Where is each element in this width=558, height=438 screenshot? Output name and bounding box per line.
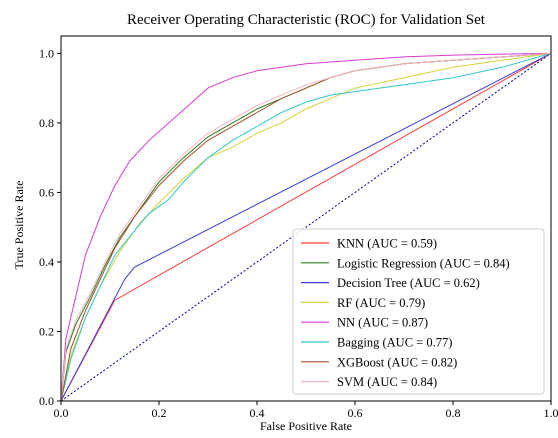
legend-label: Decision Tree (AUC = 0.62) (337, 276, 480, 290)
legend-box (292, 228, 545, 395)
x-tick-label: 0.6 (348, 406, 363, 420)
plot-area (60, 52, 552, 402)
y-tick-label: 1.0 (39, 46, 54, 60)
legend-label: RF (AUC = 0.79) (337, 296, 425, 310)
legend-label: XGBoost (AUC = 0.82) (337, 355, 457, 369)
x-tick-label: 0.4 (250, 406, 265, 420)
diagonal-reference-line (60, 52, 552, 402)
y-tick-label: 0.8 (39, 116, 54, 130)
x-axis-label: False Positive Rate (260, 419, 352, 433)
x-tick-label: 0.0 (54, 406, 69, 420)
series-line-svm (60, 52, 552, 402)
legend-label: NN (AUC = 0.87) (337, 316, 428, 330)
x-tick-label: 1.0 (544, 406, 558, 420)
legend: KNN (AUC = 0.59) Logistic Regression (AUC… (292, 228, 545, 395)
legend-label: Bagging (AUC = 0.77) (337, 336, 452, 350)
chart-title: Receiver Operating Characteristic (ROC) … (127, 12, 486, 28)
y-axis-label: True Positive Rate (12, 181, 26, 270)
legend-label: Logistic Regression (AUC = 0.84) (337, 256, 510, 270)
legend-label: SVM (AUC = 0.84) (337, 375, 437, 389)
y-tick-label: 0.4 (39, 255, 54, 269)
axes: 0.0 0.2 0.4 0.6 0.8 1.0 0.0 0.2 0.4 0.6 0.8 1.0 (39, 46, 558, 420)
legend-label: KNN (AUC = 0.59) (337, 237, 437, 251)
series-line-decision-tree (60, 52, 552, 402)
series-line-bagging (60, 52, 552, 402)
x-tick-label: 0.8 (446, 406, 461, 420)
y-tick-label: 0.0 (39, 394, 54, 408)
x-tick-label: 0.2 (152, 406, 167, 420)
y-tick-label: 0.2 (39, 324, 54, 338)
y-tick-label: 0.6 (39, 185, 54, 199)
plot-frame (60, 35, 552, 402)
series-line-nn (60, 52, 552, 402)
